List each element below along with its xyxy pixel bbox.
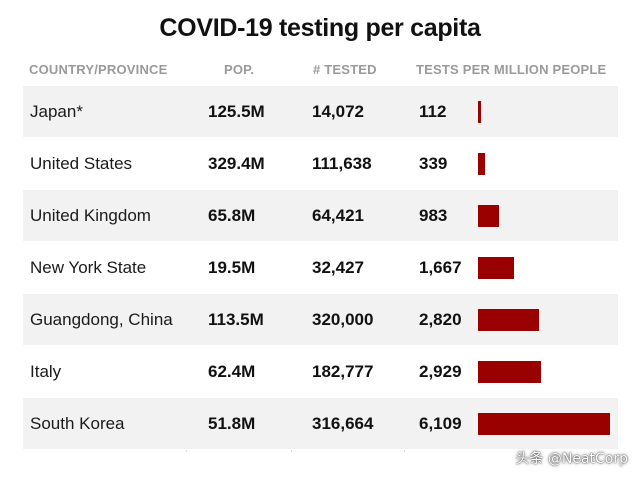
cell-tests-per-million: 339 xyxy=(419,154,448,173)
bar-tests-per-million xyxy=(478,101,481,123)
cell-tests-per-million: 983 xyxy=(419,206,448,225)
column-header-country: COUNTRY/PROVINCE xyxy=(29,62,168,77)
cell-population: 19.5M xyxy=(208,258,256,277)
cell-country: New York State xyxy=(30,258,147,277)
column-header-tests-per-million: TESTS PER MILLION PEOPLE xyxy=(416,62,607,77)
cell-tests-per-million: 112 xyxy=(419,102,447,121)
table-row: Japan* 125.5M 14,072 112 xyxy=(23,86,618,138)
cell-population: 113.5M xyxy=(208,310,264,329)
cell-population: 65.8M xyxy=(208,206,256,225)
cell-tested: 316,664 xyxy=(312,414,374,433)
watermark: 头条 @NeatCorp xyxy=(515,451,628,467)
bar-tests-per-million xyxy=(478,309,539,331)
table-row: New York State 19.5M 32,427 1,667 xyxy=(23,242,618,294)
bar-tests-per-million xyxy=(478,361,542,383)
data-table: Japan* 125.5M 14,072 112 United States 329.4M… xyxy=(23,86,618,450)
table-row: South Korea 51.8M 316,664 6,109 xyxy=(23,398,618,450)
cell-country: Japan* xyxy=(30,102,83,121)
cell-tests-per-million: 2,820 xyxy=(419,310,462,329)
table-row: Guangdong, China 113.5M 320,000 2,820 xyxy=(23,294,618,346)
cell-population: 329.4M xyxy=(208,154,265,173)
bar-tests-per-million xyxy=(478,205,500,227)
cell-tested: 32,427 xyxy=(312,258,364,277)
cell-tested: 111,638 xyxy=(312,154,372,173)
cell-country: Italy xyxy=(30,362,62,381)
cell-population: 125.5M xyxy=(208,102,265,121)
cell-population: 62.4M xyxy=(208,362,256,381)
cell-tests-per-million: 6,109 xyxy=(419,414,462,433)
cell-tests-per-million: 2,929 xyxy=(419,362,462,381)
table-row: United States 329.4M 111,638 339 xyxy=(23,138,618,190)
bar-tests-per-million xyxy=(478,257,515,279)
cell-tests-per-million: 1,667 xyxy=(419,258,462,277)
chart-title: COVID-19 testing per capita xyxy=(159,14,481,42)
column-header-population: POP. xyxy=(224,62,255,77)
table-header: COUNTRY/PROVINCE POP. # TESTED TESTS PER… xyxy=(0,62,640,82)
cell-country: United States xyxy=(30,154,133,173)
bar-tests-per-million xyxy=(478,153,486,175)
cell-tested: 182,777 xyxy=(312,362,374,381)
cell-tested: 64,421 xyxy=(312,206,364,225)
cell-country: South Korea xyxy=(30,414,125,433)
column-header-tested: # TESTED xyxy=(313,62,377,77)
table-row: Italy 62.4M 182,777 2,929 xyxy=(23,346,618,398)
cell-country: Guangdong, China xyxy=(30,310,173,329)
bar-tests-per-million xyxy=(478,413,610,435)
cell-population: 51.8M xyxy=(208,414,256,433)
cell-tested: 320,000 xyxy=(312,310,374,329)
cell-tested: 14,072 xyxy=(312,102,364,121)
cell-country: United Kingdom xyxy=(30,206,151,225)
table-row: United Kingdom 65.8M 64,421 983 xyxy=(23,190,618,242)
